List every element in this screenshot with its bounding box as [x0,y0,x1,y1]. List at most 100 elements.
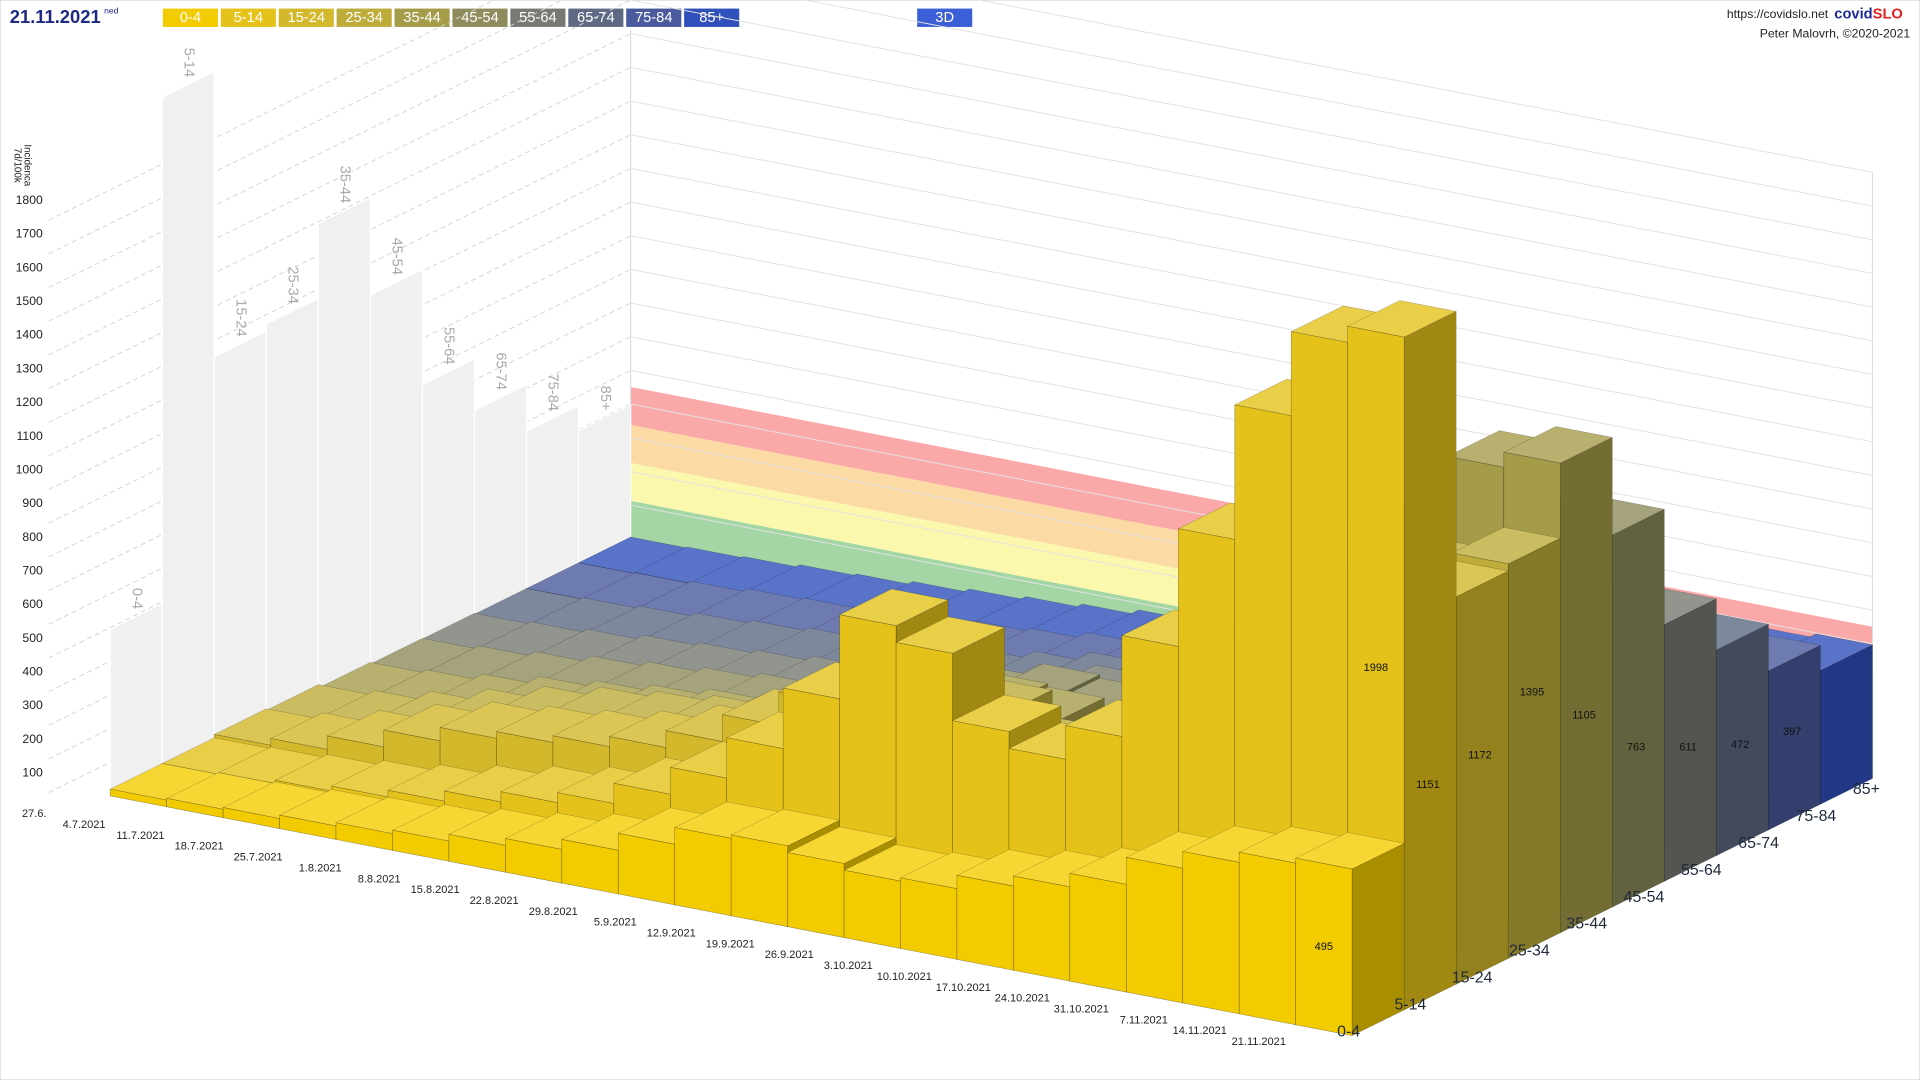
mode-button[interactable]: 3D [917,8,973,27]
bar-top [1346,300,1457,338]
legend-swatch[interactable] [510,8,566,27]
y-tick-label: 600 [22,597,43,611]
grid-line [630,268,1873,510]
legend-swatch[interactable] [626,8,682,27]
mode-button-label[interactable]: 3D [935,10,954,26]
x-tick-label: 29.8.2021 [529,906,578,918]
x-tick-label: 11.7.2021 [116,830,164,842]
legend-swatch[interactable] [452,8,508,27]
grid-line [48,100,631,389]
history-panel [265,297,319,720]
y-tick-label: 200 [22,732,43,746]
bar-side [1455,570,1509,985]
age-axis-label: 45-54 [1624,889,1665,906]
legend-label[interactable]: 35-44 [403,10,441,26]
wall-group-label: 25-34 [285,266,301,304]
legend-swatch[interactable] [336,8,392,27]
bar-front [730,834,788,928]
legend-label[interactable]: 25-34 [345,10,383,26]
y-tick-label: 1100 [17,429,44,443]
legend-item[interactable]: 85+ [684,8,740,27]
x-tick-label: 5.9.2021 [594,917,637,929]
legend-item[interactable]: 0-4 [162,8,218,27]
age-axis-label: 35-44 [1566,916,1607,933]
y-tick-label: 1400 [16,328,43,342]
wall-group-label: 0-4 [128,588,144,609]
grid-line [48,0,631,288]
bar [1346,300,1457,1011]
bar-front [900,877,958,960]
legend-item[interactable]: 45-54 [452,8,508,27]
x-tick-label: 3.10.2021 [824,960,873,972]
y-tick-label: 1800 [16,193,43,207]
bar-front [617,833,676,906]
legend-label[interactable]: 75-84 [635,10,673,26]
x-tick-label: 31.10.2021 [1054,1003,1109,1015]
author: Peter Malovrh, ©2020-2021 [1760,27,1911,41]
bar-top [730,809,841,847]
x-tick-label: 27.6. [22,808,47,820]
site-url[interactable]: https://covidslo.net [1727,7,1829,21]
value-label: 763 [1627,741,1645,753]
x-tick-label: 22.8.2021 [470,895,519,907]
y-axis-unit: 7d/100k [12,148,23,183]
history-panel [577,404,632,566]
legend-swatch[interactable] [162,8,218,27]
y-tick-label: 800 [22,530,43,544]
y-tick-label: 300 [22,698,43,712]
grid-line [48,134,631,423]
history-panel [421,358,476,643]
bar-side [1559,436,1613,934]
age-axis-label: 75-84 [1796,808,1837,825]
legend-label[interactable]: 0-4 [180,10,201,26]
legend-label[interactable]: 5-14 [234,10,263,26]
legend-label[interactable]: 85+ [699,10,724,26]
bar-front [1295,857,1353,1037]
legend-swatch[interactable] [278,8,334,27]
history-panel [473,383,528,617]
legend-item[interactable]: 75-84 [626,8,682,27]
history-panel [213,330,267,746]
value-label: 611 [1679,741,1697,753]
bar-top [1450,527,1562,565]
legend-item[interactable]: 15-24 [278,8,334,27]
y-tick-label: 900 [22,496,43,510]
brand-accent: SLO [1873,7,1903,23]
legend-label[interactable]: 55-64 [519,10,557,26]
x-tick-label: 10.10.2021 [877,971,932,983]
legend-swatch[interactable] [220,8,276,27]
history-panel [161,70,215,772]
value-label: 1151 [1416,779,1440,791]
grid-line [630,33,1873,274]
grid-line [630,0,1873,241]
value-label: 1395 [1520,686,1545,698]
legend-swatch[interactable] [394,8,450,27]
y-tick-label: 1200 [16,395,43,409]
bar-front [1125,857,1184,1004]
legend-item[interactable]: 65-74 [568,8,624,27]
legend-item[interactable]: 35-44 [394,8,450,27]
age-axis-label: 0-4 [1337,1023,1360,1040]
legend-label[interactable]: 45-54 [461,10,499,26]
bar-front [674,827,732,917]
legend-item[interactable]: 55-64 [510,8,566,27]
bar-side [1507,537,1561,959]
legend-label[interactable]: 15-24 [287,10,325,26]
bar-side [1612,508,1665,908]
grid-line [48,268,631,558]
bar-front [956,874,1014,971]
grid-line [630,201,1873,443]
x-tick-label: 8.8.2021 [358,873,401,885]
y-tick-label: 700 [22,563,43,577]
mode-button-bg[interactable] [917,8,973,27]
legend-item[interactable]: 5-14 [220,8,276,27]
bar-side [1403,310,1457,1011]
x-tick-label: 17.10.2021 [936,982,991,994]
legend-item[interactable]: 25-34 [336,8,392,27]
legend-label[interactable]: 65-74 [577,10,615,26]
y-tick-label: 500 [22,631,43,645]
x-tick-label: 19.9.2021 [706,938,755,950]
legend-swatch[interactable] [568,8,624,27]
age-axis-label: 25-34 [1509,943,1550,960]
wall-group-label: 15-24 [232,299,248,337]
